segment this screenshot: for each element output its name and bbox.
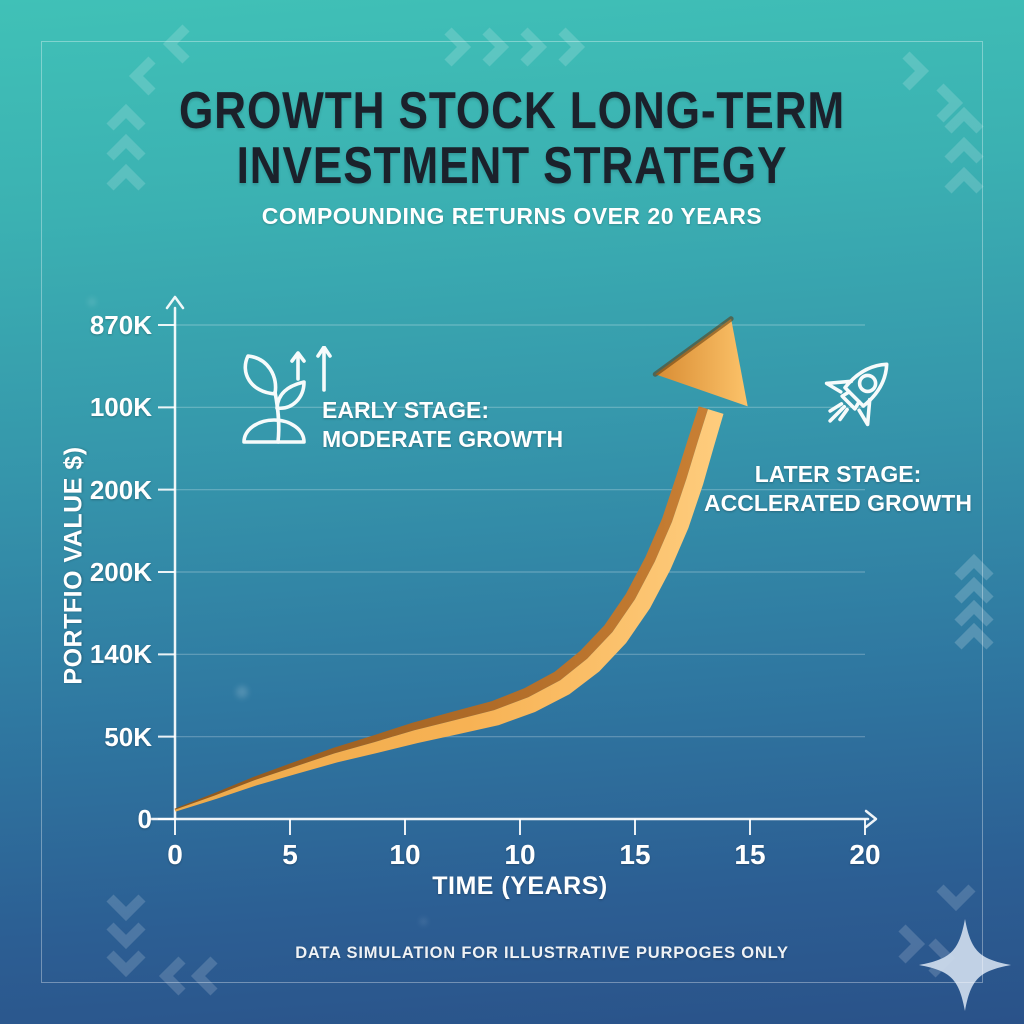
rocket-flames: [828, 402, 849, 423]
rocket-nozzle: [840, 390, 861, 411]
x-axis-tick-label: 0: [167, 839, 183, 870]
rocket-right-fin: [857, 397, 872, 427]
x-axis-tick-label: 15: [734, 839, 766, 870]
y-axis-title: PORTFIO VALUE $): [59, 446, 88, 685]
x-axis-tick-label: 5: [282, 839, 298, 870]
rocket-icon: [824, 362, 889, 427]
seedling-growth-icon: [242, 346, 332, 444]
y-axis-tick-label: 50K: [104, 721, 152, 752]
y-axis-tick-label: 0: [137, 804, 152, 834]
later-stage-annotation: LATER STAGE: ACCLERATED GROWTH: [678, 460, 998, 518]
early-stage-annotation: EARLY STAGE: MODERATE GROWTH: [322, 396, 563, 454]
later-stage-line1: LATER STAGE:: [754, 461, 922, 487]
y-axis-tick-label: 100K: [89, 392, 152, 423]
disclaimer-text: DATA SIMULATION FOR ILLUSTRATIVE PURPOGE…: [295, 944, 789, 962]
seedling-mound: [242, 418, 306, 444]
y-axis-tick-label: 200K: [89, 474, 152, 505]
page-title-line-2: INVESTMENT STRATEGY: [236, 137, 788, 196]
y-axis-tick-label: 870K: [89, 310, 152, 340]
early-stage-line2: MODERATE GROWTH: [322, 426, 564, 452]
seedling-stem: [273, 390, 281, 444]
x-axis-tick-label: 10: [504, 839, 536, 870]
sparkle-icon: [919, 919, 1011, 1011]
bokeh-dot: [420, 918, 427, 925]
early-stage-line1: EARLY STAGE:: [322, 397, 489, 423]
x-axis-tick-label: 15: [619, 839, 651, 870]
growth-arrowhead: [655, 318, 748, 407]
later-stage-line2: ACCLERATED GROWTH: [704, 490, 972, 516]
rocket-body: [843, 362, 889, 408]
x-axis-tick-label: 10: [389, 839, 421, 870]
page-title-line-1: GROWTH STOCK LONG-TERM: [178, 82, 846, 140]
bokeh-dot: [700, 178, 709, 187]
up-arrows-icon: [290, 346, 332, 392]
bokeh-dot: [88, 298, 96, 306]
y-axis-tick-label: 200K: [89, 557, 152, 587]
page-subtitle: COMPOUNDING RETURNS OVER 20 YEARS: [261, 203, 763, 229]
growth-curve-light-band: [174, 409, 724, 812]
x-axis-title: TIME (YEARS): [432, 872, 608, 900]
page-title: GROWTH STOCK LONG-TERM INVESTMENT STRATE…: [0, 82, 1024, 196]
seedling-right-leaf: [275, 380, 306, 410]
y-axis-tick-label: 140K: [89, 639, 152, 670]
seedling-left-leaf: [243, 354, 278, 396]
bokeh-dot: [236, 686, 248, 698]
x-axis-tick-label: 20: [849, 839, 881, 870]
growth-curve-dark-band: [174, 406, 708, 810]
rocket-left-fin: [824, 379, 854, 394]
rocket-window: [857, 373, 878, 394]
